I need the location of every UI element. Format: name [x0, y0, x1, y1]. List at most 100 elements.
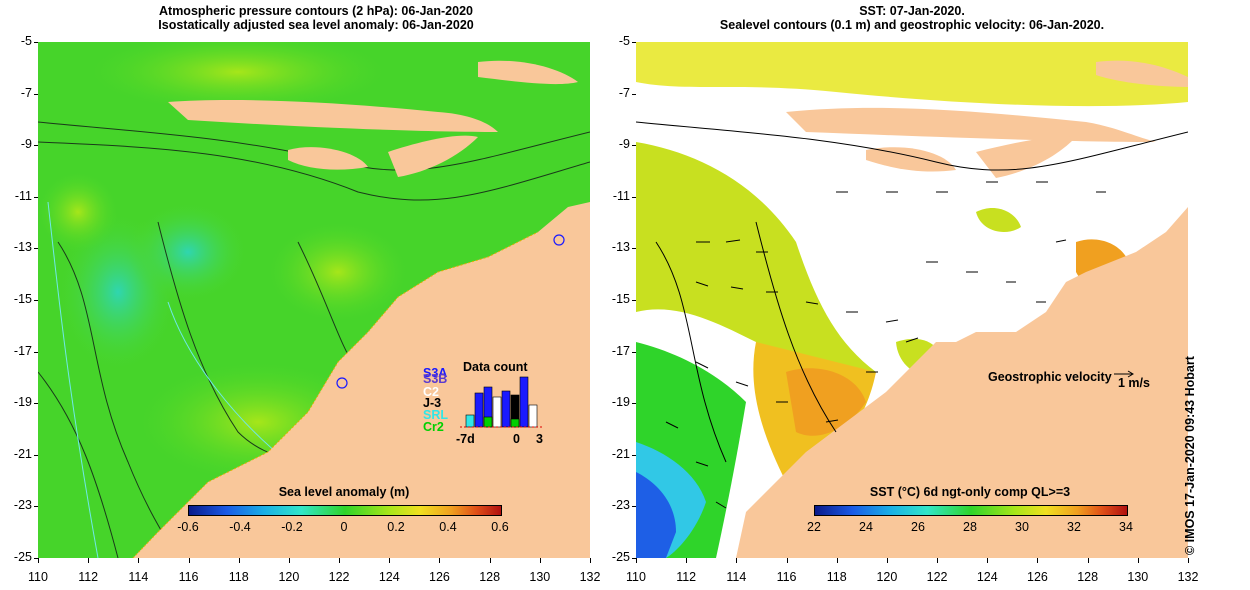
right-lat-tick-10: -25 [611, 550, 630, 564]
right-lat-tickmark-3 [632, 196, 636, 198]
sst-map-graphic [636, 42, 1188, 558]
right-title: SST: 07-Jan-2020. Sealevel contours (0.1… [636, 4, 1188, 32]
right-lat-tick-4: -13 [611, 240, 630, 255]
left-lon-tickmark-6 [339, 558, 341, 563]
left-lon-tick-0: 110 [28, 570, 48, 584]
right-lon-tick-10: 130 [1127, 570, 1149, 584]
sla-tick-5: 0.4 [439, 520, 457, 534]
velocity-arrow-icon [1114, 370, 1134, 378]
left-lon-tick-5: 120 [278, 570, 300, 584]
right-lon-tick-8: 126 [1027, 570, 1048, 584]
left-lon-tick-1: 112 [78, 570, 99, 584]
left-lon-tick-8: 126 [429, 570, 450, 584]
left-lat-tick-2: -9 [20, 137, 32, 152]
right-title-line2: Sealevel contours (0.1 m) and geostrophi… [719, 18, 1105, 32]
left-title-line1: Atmospheric pressure contours (2 hPa): 0… [159, 4, 473, 18]
right-lon-tick-3: 116 [776, 570, 797, 584]
left-lat-tickmark-7 [34, 403, 38, 405]
sla-tick-0: -0.6 [177, 520, 199, 534]
right-lat-tick-3: -11 [612, 188, 630, 203]
left-lon-tick-7: 124 [378, 570, 400, 584]
right-lon-tickmark-9 [1087, 558, 1089, 563]
right-lon-tick-4: 118 [826, 570, 847, 584]
left-lon-tickmark-7 [389, 558, 391, 563]
right-lat-tickmark-10 [632, 558, 636, 559]
right-lon-tickmark-5 [886, 558, 888, 563]
left-lon-tickmark-2 [138, 558, 140, 563]
left-lat-tick-4: -13 [13, 240, 32, 255]
data-count-bars [460, 376, 544, 428]
right-lon-tickmark-1 [686, 558, 688, 563]
sst-tick-6: 34 [1119, 520, 1133, 534]
left-lon-tick-6: 122 [328, 570, 350, 584]
sst-tick-2: 26 [911, 520, 925, 534]
left-lon-tick-9: 128 [479, 570, 501, 584]
left-lat-tick-6: -17 [13, 343, 32, 358]
right-lon-tickmark-7 [987, 558, 989, 563]
left-lat-tick-3: -11 [14, 188, 32, 203]
right-lon-tick-11: 132 [1177, 570, 1199, 584]
left-lat-tick-1: -7 [20, 85, 32, 100]
left-lon-tickmark-10 [539, 558, 541, 563]
left-title: Atmospheric pressure contours (2 hPa): 0… [40, 4, 592, 32]
right-lon-tick-9: 128 [1077, 570, 1099, 584]
right-lat-tick-8: -21 [611, 446, 630, 461]
data-count-x-end: 3 [536, 432, 543, 446]
right-lat-tick-1: -7 [618, 85, 630, 100]
right-lat-tick-6: -17 [611, 343, 630, 358]
sla-tick-3: 0 [340, 520, 348, 534]
right-lat-tick-9: -23 [611, 498, 630, 513]
left-lon-tickmark-8 [439, 558, 441, 563]
right-lat-tickmark-1 [632, 93, 636, 95]
sst-tick-1: 24 [859, 520, 873, 534]
right-lon-tickmark-10 [1137, 558, 1139, 563]
left-lat-tickmark-6 [34, 351, 38, 353]
left-lon-tickmark-11 [590, 558, 591, 563]
velocity-scale: 1 m/s [1118, 376, 1150, 390]
left-lon-tickmark-0 [38, 558, 39, 563]
right-lat-tick-5: -15 [611, 292, 630, 306]
left-lat-tick-10: -25 [13, 550, 32, 564]
left-lon-tickmark-9 [489, 558, 491, 563]
right-title-line1: SST: 07-Jan-2020. [859, 4, 965, 18]
left-lat-tickmark-3 [34, 196, 38, 198]
right-lon-tickmark-0 [636, 558, 637, 563]
right-lat-tickmark-5 [632, 300, 636, 301]
right-lon-tick-7: 124 [976, 570, 998, 584]
right-lon-tickmark-11 [1188, 558, 1189, 563]
right-lon-tickmark-3 [786, 558, 788, 563]
left-lat-tick-5: -15 [13, 292, 32, 306]
left-lat-tick-7: -19 [13, 395, 32, 410]
left-lon-tickmark-4 [238, 558, 240, 563]
data-count-title: Data count [463, 360, 528, 374]
sst-tick-3: 28 [963, 520, 977, 534]
velocity-label: Geostrophic velocity [988, 370, 1112, 384]
right-lat-tickmark-9 [632, 506, 636, 508]
left-lat-tick-9: -23 [13, 498, 32, 513]
left-lat-tickmark-4 [34, 248, 38, 250]
left-lat-tick-8: -21 [13, 446, 32, 461]
satellite-label-c2: C2 [423, 385, 439, 399]
sla-tick-2: -0.2 [281, 520, 303, 534]
right-lat-tickmark-7 [632, 403, 636, 405]
satellite-label-s3b: S3B [423, 372, 448, 386]
satellite-label-j3: J-3 [423, 396, 442, 410]
satellite-label-cr2: Cr2 [423, 420, 444, 434]
sst-tick-5: 32 [1067, 520, 1081, 534]
left-lat-tickmark-8 [34, 454, 38, 456]
left-title-line2: Isostatically adjusted sea level anomaly… [158, 18, 474, 32]
sst-map [636, 42, 1188, 558]
left-lat-tickmark-2 [34, 145, 38, 147]
data-count-x-start: -7d [456, 432, 475, 446]
sst-tick-0: 22 [807, 520, 821, 534]
sla-map-graphic [38, 42, 590, 558]
right-lon-tick-2: 114 [726, 570, 747, 584]
right-lon-tickmark-4 [836, 558, 838, 563]
right-lon-tickmark-2 [736, 558, 738, 563]
left-lon-tickmark-1 [88, 558, 90, 563]
right-lat-tickmark-2 [632, 145, 636, 147]
sla-tick-6: 0.6 [491, 520, 509, 534]
right-lat-tickmark-4 [632, 248, 636, 250]
left-lat-tickmark-5 [34, 300, 38, 301]
right-lon-tick-1: 112 [676, 570, 697, 584]
